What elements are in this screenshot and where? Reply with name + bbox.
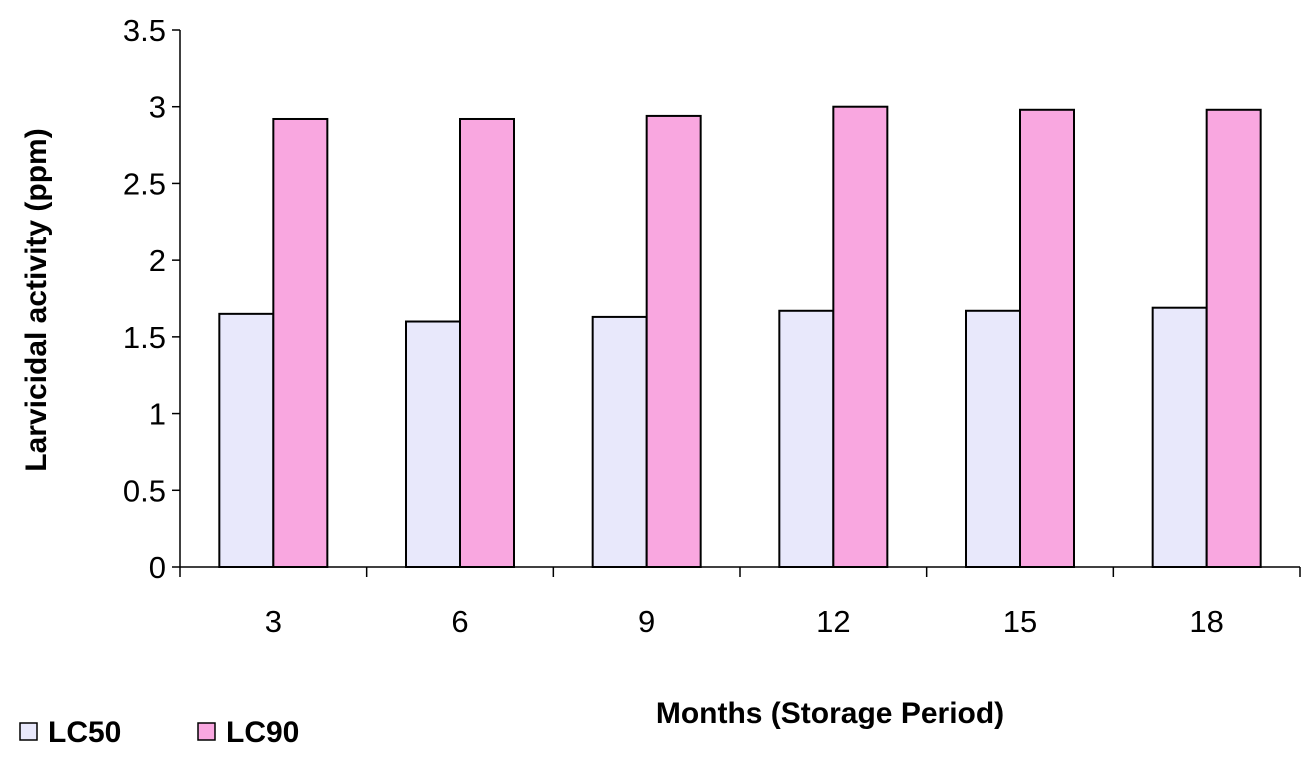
x-tick-label: 12 bbox=[816, 604, 850, 639]
y-tick-label: 1 bbox=[149, 397, 166, 432]
x-tick-label: 15 bbox=[1003, 604, 1037, 639]
bar-lc90-6 bbox=[459, 117, 515, 568]
bar-lc90-9 bbox=[645, 114, 702, 568]
x-tick-label: 3 bbox=[265, 604, 282, 639]
x-axis-title: Months (Storage Period) bbox=[656, 697, 1004, 730]
y-tick-label: 0 bbox=[149, 550, 166, 585]
y-tick-label: 2 bbox=[149, 243, 166, 278]
legend-label-lc90: LC90 bbox=[226, 716, 299, 749]
bar-lc50-3 bbox=[218, 312, 275, 569]
y-axis-title: Larvicidal activity (ppm) bbox=[20, 128, 53, 471]
y-tick-label: 2.5 bbox=[123, 166, 166, 201]
y-tick-label: 3 bbox=[149, 90, 166, 125]
bar-lc90-3 bbox=[272, 117, 329, 568]
y-tick-label: 0.5 bbox=[123, 473, 166, 508]
x-tick-label: 9 bbox=[638, 604, 655, 639]
y-tick-label: 1.5 bbox=[123, 320, 166, 355]
bar-lc50-9 bbox=[591, 315, 648, 569]
bar-lc50-15 bbox=[965, 309, 1021, 568]
bar-lc90-15 bbox=[1019, 108, 1075, 568]
bar-lc50-12 bbox=[778, 309, 835, 568]
legend-swatch-lc50 bbox=[19, 722, 38, 741]
x-tick-label: 18 bbox=[1189, 604, 1223, 639]
bar-lc90-12 bbox=[832, 105, 889, 568]
legend-label-lc50: LC50 bbox=[48, 716, 121, 749]
bar-lc90-18 bbox=[1205, 108, 1262, 568]
bar-lc50-18 bbox=[1151, 306, 1208, 568]
x-tick-label: 6 bbox=[451, 604, 468, 639]
legend-swatch-lc90 bbox=[197, 722, 216, 741]
y-tick-label: 3.5 bbox=[123, 13, 166, 48]
bar-lc50-6 bbox=[405, 320, 461, 568]
